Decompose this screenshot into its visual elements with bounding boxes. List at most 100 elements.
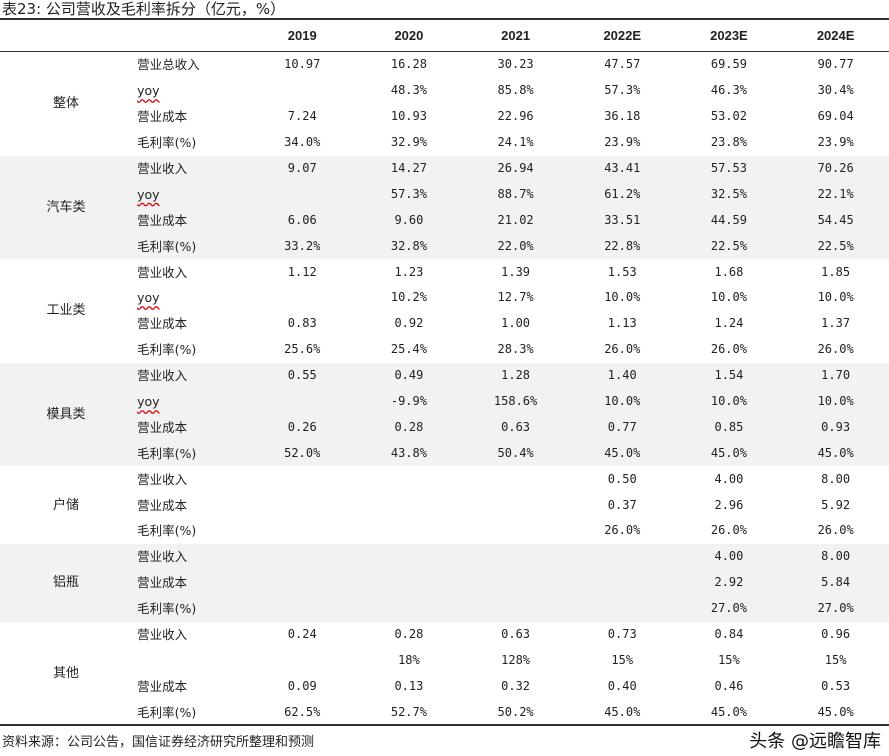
row-label-text: 营业成本 [137,678,188,694]
cell-value: -9.9% [355,388,463,415]
cell-value: 32.8% [355,233,463,260]
cell-value: 9.07 [248,155,356,182]
row-label-text: 毛利率(%) [137,445,197,461]
cell-value: 15% [611,652,634,667]
cell-value [355,595,463,622]
table-row: 营业成本 0.37 2.96 5.92 [0,492,889,518]
group-label: 模具类 [0,362,133,467]
cell-value [249,285,356,311]
cell-value: 27.0% [675,595,783,622]
cell-value: 44.59 [675,207,783,234]
row-label-text: 毛利率(%) [137,523,197,539]
header-year: 2020 [355,19,463,52]
cell-value: 1.23 [394,264,424,279]
group-label: 铝瓶 [0,543,133,622]
cell-value: 33.51 [568,207,676,234]
cell-value: 24.1% [497,135,534,150]
row-label: yoy [132,388,249,415]
row-label-text: yoy [137,290,160,306]
cell-value: 45.0% [782,440,889,467]
row-label: 毛利率(%) [132,233,249,260]
row-label: yoy [132,78,249,104]
cell-value: 0.09 [287,678,317,693]
table-row: 毛利率(%) 52.0% 43.8% 50.4% 45.0% 45.0% 45.0% [0,440,889,467]
cell-value: 26.0% [604,523,641,538]
cell-value: 0.26 [248,414,356,441]
table-row: 工业类 营业收入 1.12 1.23 1.39 1.53 1.68 1.85 [0,259,889,319]
cell-value: 10.0% [710,290,747,305]
cell-value: 22.0% [462,233,569,260]
cell-value: 0.83 [287,316,317,331]
cell-value: 22.1% [782,181,889,208]
row-label-text: 毛利率(%) [137,135,197,151]
cell-value: 88.7% [462,181,569,208]
cell-value: 1.24 [714,316,744,331]
cell-value: 50.4% [462,440,569,467]
cell-value: 62.5% [284,704,321,719]
row-label-text: 营业成本 [137,575,188,591]
table-row: 模具类 营业收入 0.55 0.49 1.28 1.40 1.54 1.70 [0,362,889,467]
row-label-text: 营业收入 [137,264,188,280]
table-row: yoy -9.9% 158.6% 10.0% 10.0% 10.0% [0,388,889,415]
cell-value: 1.39 [501,264,531,279]
row-label: 营业成本 [132,104,249,130]
top-rule [0,18,889,20]
row-label-text: 毛利率(%) [137,601,197,617]
row-label: 营业成本 [132,492,249,518]
cell-value: 0.93 [782,414,889,441]
cell-value: 128% [501,652,531,667]
table-row: yoy 10.2% 12.7% 10.0% 10.0% 10.0% [0,285,889,311]
table-row: yoy 48.3% 85.8% 57.3% 46.3% 30.4% [0,78,889,104]
source-note: 资料来源：公司公告，国信证券经济研究所整理和预测 [2,735,315,750]
cell-value [462,518,569,544]
cell-value: 0.84 [714,627,744,642]
table-row: 18% 128% 15% 15% 15% [0,647,889,673]
row-label: 毛利率(%) [132,595,249,622]
table-row: 汽车类 营业收入 9.07 14.27 26.94 43.41 57.53 70.26 [0,155,889,260]
cell-value: 22.5% [675,233,783,260]
cell-value: 43.8% [355,440,463,467]
cell-value: 27.0% [782,595,889,622]
row-label: 毛利率(%) [132,130,249,156]
row-label: 营业成本 [132,414,249,441]
cell-value: 1.54 [675,362,783,389]
cell-value: 90.77 [817,57,854,72]
row-label: 营业收入 [132,362,249,389]
cell-value: 43.41 [568,155,676,182]
row-label: 营业收入 [132,622,249,648]
row-label: 毛利率(%) [132,337,249,363]
cell-value: 10.0% [675,388,783,415]
cell-value: 25.4% [390,342,427,357]
cell-value: 1.13 [607,316,637,331]
cell-value: 85.8% [497,83,534,98]
cell-value [249,647,356,673]
cell-value: 48.3% [390,83,427,98]
cell-value: 5.92 [821,497,851,512]
cell-value [462,492,569,518]
row-label-text: 营业总收入 [137,57,200,73]
cell-value: 10.93 [390,109,427,124]
cell-value [462,595,569,622]
cell-value: 1.70 [782,362,889,389]
cell-value: 0.73 [607,627,637,642]
cell-value: 0.49 [355,362,463,389]
row-label: 营业成本 [132,207,249,234]
cell-value: 0.55 [248,362,356,389]
row-label-text: 营业收入 [137,471,188,487]
cell-value: 0.37 [607,497,637,512]
cell-value: 54.45 [782,207,889,234]
cell-value: 1.12 [287,264,317,279]
row-label: 毛利率(%) [132,440,249,467]
cell-value: 1.68 [714,264,744,279]
cell-value: 70.26 [782,155,889,182]
cell-value: 45.0% [568,440,676,467]
cell-value: 0.28 [394,627,424,642]
cell-value: 1.85 [821,264,851,279]
cell-value [249,492,356,518]
cell-value: 0.53 [821,678,851,693]
cell-value: 0.96 [821,627,851,642]
cell-value: 57.3% [604,83,641,98]
table-row: 营业成本 6.06 9.60 21.02 33.51 44.59 54.45 [0,207,889,234]
cell-value: 22.8% [568,233,676,260]
group-label: 户储 [53,497,80,513]
